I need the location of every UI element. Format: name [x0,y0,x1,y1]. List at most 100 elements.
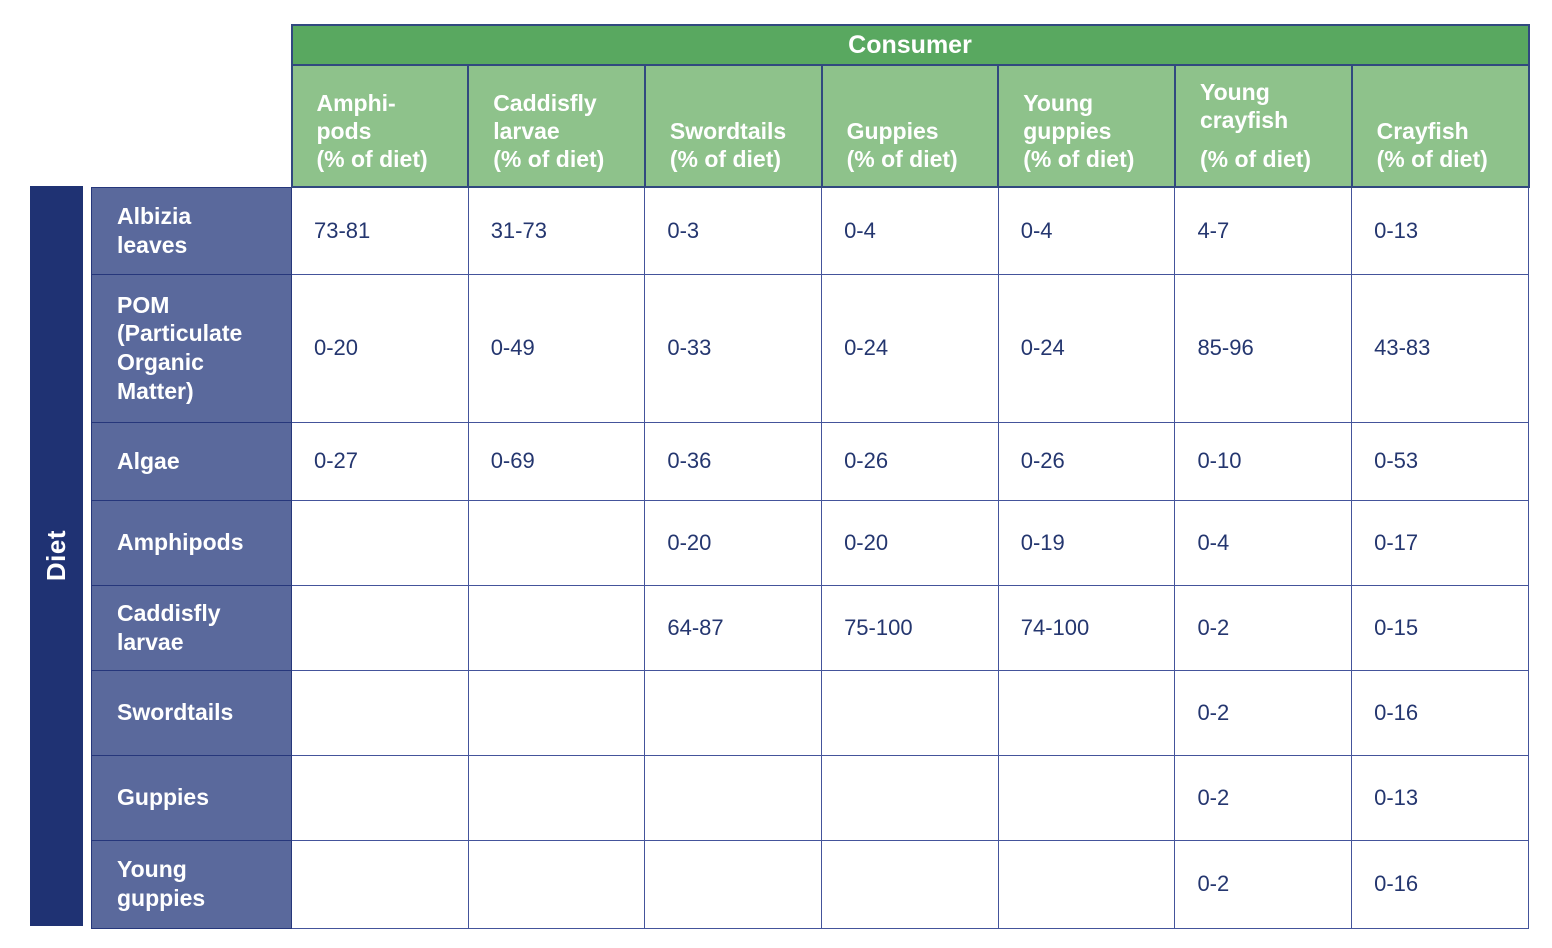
column-unit: (% of diet) [669,145,782,172]
data-cell: 64-87 [644,584,823,671]
consumer-group-header: Consumer [290,24,1530,66]
data-cell: 0-13 [1351,186,1529,275]
column-header-caddisfly-larvae: Caddisfly larvae (% of diet) [467,64,646,188]
data-cell [821,754,999,841]
data-cell [997,754,1176,841]
column-name: Swordtails [669,117,787,144]
data-cell: 0-3 [644,186,823,275]
data-cell: 0-24 [821,273,999,423]
data-cell: 0-13 [1351,754,1529,841]
data-cell: 0-49 [467,273,646,423]
column-header-young-guppies: Young guppies (% of diet) [997,64,1176,188]
row-header-swordtails: Swordtails [91,669,292,756]
diet-axis-label: Diet [41,530,71,582]
data-cell: 0-2 [1174,584,1353,671]
data-cell: 75-100 [821,584,999,671]
corner-spacer [91,25,292,65]
data-cell: 74-100 [997,584,1176,671]
column-header-amphipods: Amphi- pods (% of diet) [290,64,470,188]
row-header-caddisfly-larvae: Caddisfly larvae [91,584,292,671]
data-cell: 0-2 [1174,839,1353,929]
column-unit: (% of diet) [493,145,605,172]
data-cell: 0-20 [291,273,469,423]
column-name: Caddisfly larvae [493,89,597,144]
data-cell: 0-33 [644,273,823,423]
diet-axis-band: Diet [30,186,83,926]
column-unit: (% of diet) [1376,145,1488,172]
data-cell: 31-73 [467,186,646,275]
column-header-young-crayfish: Young crayfish (% of diet) [1173,64,1353,188]
corner-spacer [91,65,292,187]
data-cell [291,499,469,586]
data-cell [644,754,823,841]
consumer-diet-table: Consumer Amphi- pods (% of diet) Caddisfl… [91,24,1530,929]
data-cell: 0-16 [1351,669,1529,756]
data-cell: 0-36 [644,421,823,501]
column-unit: (% of diet) [846,145,958,172]
data-cell: 0-19 [997,499,1176,586]
data-cell: 0-4 [997,186,1176,275]
data-cell [467,584,646,671]
row-header-guppies: Guppies [91,754,292,841]
data-cell: 0-2 [1174,754,1353,841]
data-cell: 0-4 [821,186,999,275]
data-cell: 0-20 [644,499,823,586]
data-cell: 0-26 [997,421,1176,501]
data-cell: 0-27 [291,421,469,501]
data-cell [821,839,999,929]
row-header-pom: POM (Particulate Organic Matter) [91,273,292,423]
data-cell [997,669,1176,756]
row-header-algae: Algae [91,421,292,501]
table-row: Swordtails 0-2 0-16 [91,669,1529,756]
table-row: Albizia leaves 73-81 31-73 0-3 0-4 0-4 4… [91,186,1529,275]
data-cell [644,839,823,929]
data-cell [291,584,469,671]
row-header-young-guppies: Young guppies [91,839,292,929]
data-cell [291,839,469,929]
column-unit: (% of diet) [1023,145,1135,172]
row-header-albizia-leaves: Albizia leaves [91,186,292,275]
data-cell [467,669,646,756]
data-cell [291,669,469,756]
data-cell: 0-53 [1351,421,1529,501]
column-header-guppies: Guppies (% of diet) [820,64,1000,188]
column-unit: (% of diet) [316,145,428,172]
table-row: Algae 0-27 0-69 0-36 0-26 0-26 0-10 0-53 [91,421,1529,501]
data-cell: 0-20 [821,499,999,586]
table-row: Caddisfly larvae 64-87 75-100 74-100 0-2… [91,584,1529,671]
data-cell: 0-24 [997,273,1176,423]
data-cell [821,669,999,756]
data-cell: 43-83 [1351,273,1529,423]
data-cell: 4-7 [1174,186,1353,275]
column-name: Guppies [846,117,939,144]
column-name: Amphi- pods [316,89,396,144]
table-row: Guppies 0-2 0-13 [91,754,1529,841]
data-cell [644,669,823,756]
data-cell: 0-2 [1174,669,1353,756]
data-cell: 0-15 [1351,584,1529,671]
data-cell: 85-96 [1174,273,1353,423]
table-row: Young guppies 0-2 0-16 [91,839,1529,929]
data-cell: 0-4 [1174,499,1353,586]
column-header-crayfish: Crayfish (% of diet) [1350,64,1530,188]
data-cell [467,499,646,586]
data-cell: 0-69 [467,421,646,501]
table-row: POM (Particulate Organic Matter) 0-20 0-… [91,273,1529,423]
data-cell: 0-17 [1351,499,1529,586]
data-cell: 0-16 [1351,839,1529,929]
table-row: Amphipods 0-20 0-20 0-19 0-4 0-17 [91,499,1529,586]
column-name: Crayfish [1376,117,1469,144]
row-header-amphipods: Amphipods [91,499,292,586]
column-name: Young crayfish [1199,79,1289,134]
data-cell [997,839,1176,929]
data-cell: 0-10 [1174,421,1353,501]
column-header-swordtails: Swordtails (% of diet) [643,64,823,188]
data-cell [467,754,646,841]
data-cell [467,839,646,929]
column-name: Young guppies [1023,89,1112,144]
data-cell [291,754,469,841]
data-cell: 73-81 [291,186,469,275]
column-unit: (% of diet) [1199,145,1312,172]
data-cell: 0-26 [821,421,999,501]
